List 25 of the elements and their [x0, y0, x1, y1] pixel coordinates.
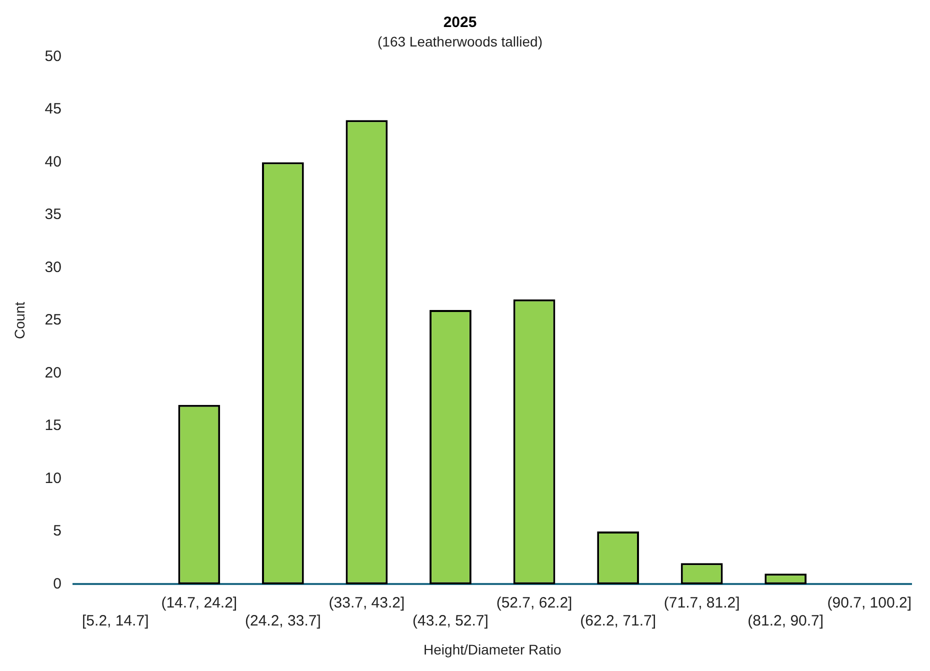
- x-tick-label: (24.2, 33.7]: [244, 612, 321, 630]
- y-tick-label: 45: [44, 100, 62, 118]
- y-tick-label: 20: [44, 364, 62, 382]
- x-tick-label: (62.2, 71.7]: [580, 612, 656, 630]
- y-tick-label: 25: [44, 312, 62, 329]
- x-tick-label: (90.7, 100.2]: [827, 594, 912, 612]
- y-tick-label: 10: [44, 470, 62, 487]
- y-axis-title: Count: [11, 302, 28, 340]
- y-tick-label: 15: [44, 417, 62, 434]
- x-tick-label: (81.2, 90.7]: [748, 612, 824, 630]
- y-tick-label: 30: [44, 258, 62, 276]
- x-tick-label: (52.7, 62.2]: [496, 594, 572, 612]
- y-tick-label: 35: [44, 206, 62, 224]
- x-tick-label: (33.7, 43.2]: [328, 594, 405, 612]
- x-tick-label: [5.2, 14.7]: [82, 612, 149, 630]
- x-axis-title: Height/Diameter Ratio: [424, 641, 562, 658]
- y-tick-label: 40: [44, 153, 62, 170]
- y-tick-label: 0: [53, 575, 62, 592]
- y-tick-label: 5: [53, 522, 62, 540]
- x-tick-label: (71.7, 81.2]: [664, 594, 740, 612]
- x-tick-label: (43.2, 52.7]: [412, 612, 488, 630]
- x-tick-label: (14.7, 24.2]: [161, 594, 238, 612]
- y-tick-label: 50: [44, 48, 62, 65]
- chart-subtitle: (163 Leatherwoods tallied): [378, 33, 542, 50]
- chart-title: 2025: [443, 14, 477, 32]
